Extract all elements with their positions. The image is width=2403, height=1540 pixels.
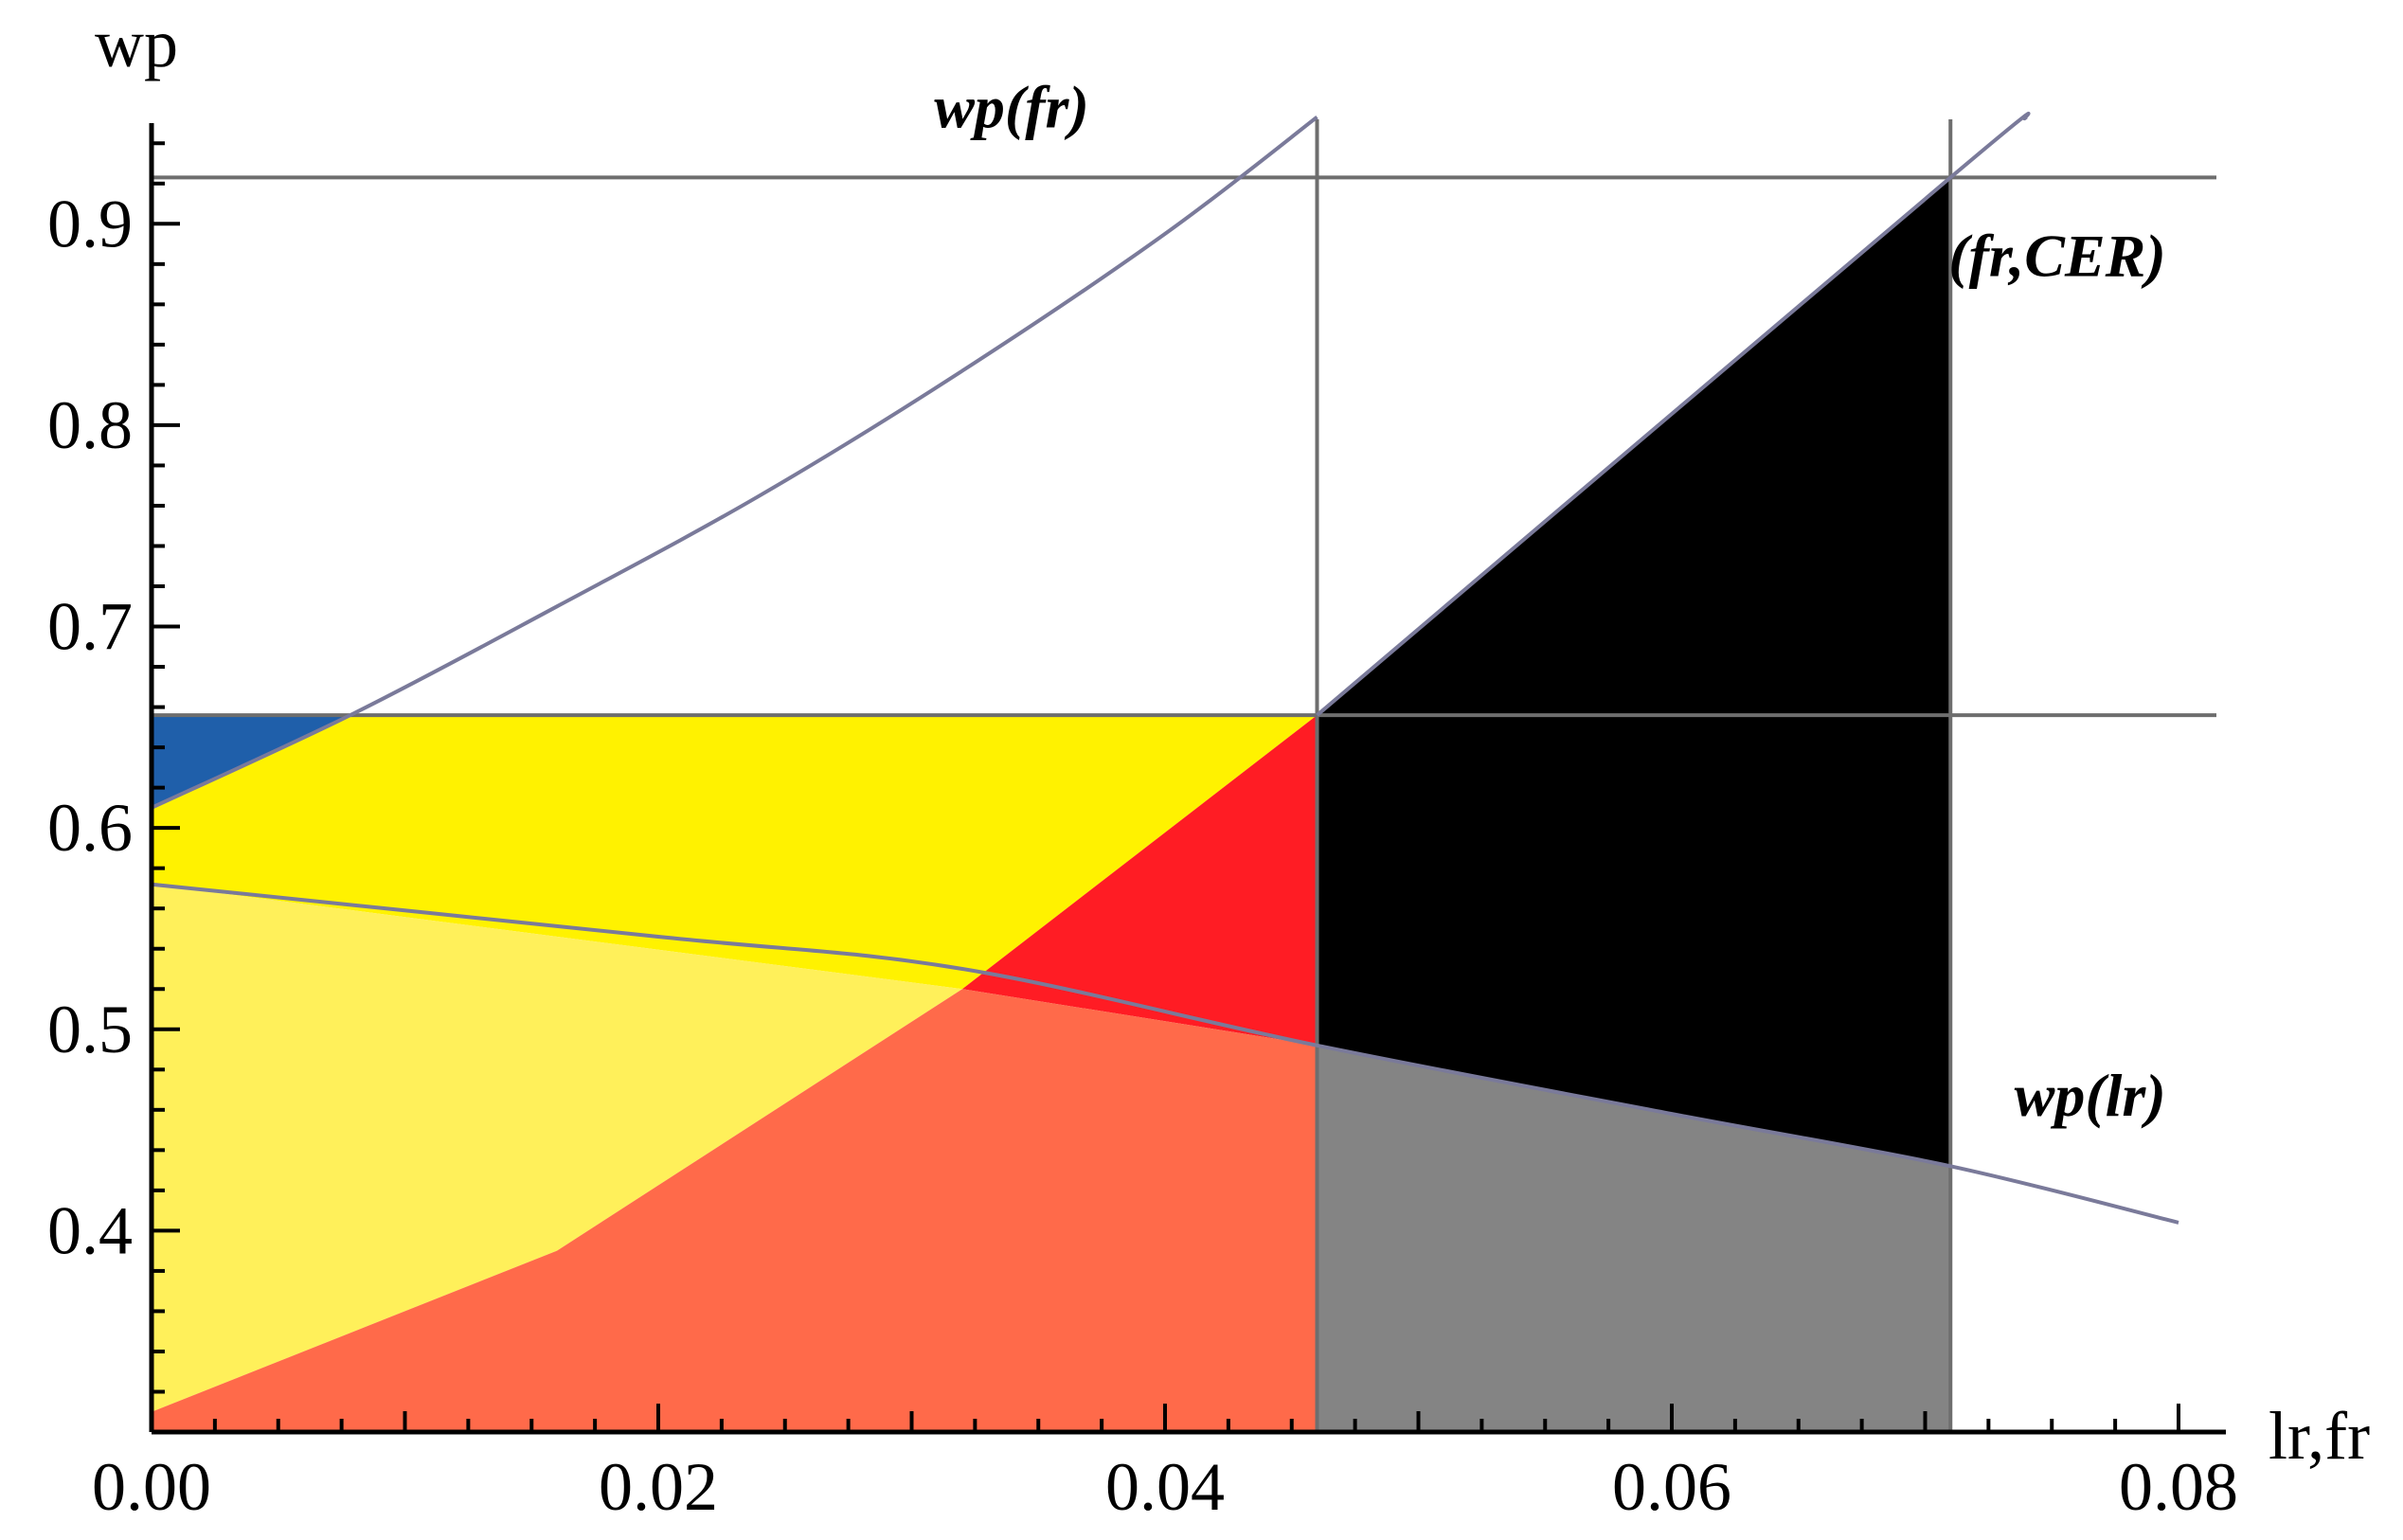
- chart-labels: wp(fr) wp(fr,CER) wp(lr): [934, 73, 2165, 1129]
- curve-label: wp(lr): [2015, 1062, 2166, 1129]
- chart-curves: [151, 111, 2179, 1225]
- y-tick-label: 0.8: [47, 387, 133, 463]
- reference-lines: [152, 119, 2216, 1432]
- y-tick-label: 0.9: [47, 186, 133, 261]
- y-tick-label: 0.4: [47, 1192, 133, 1268]
- series-line-1: [151, 882, 2179, 1225]
- region-1: [152, 715, 1318, 990]
- y-tick-label: 0.6: [47, 790, 133, 866]
- y-axis-label: wp: [95, 6, 178, 81]
- region-5: [1317, 177, 1951, 1167]
- x-tick-label: 0.00: [92, 1449, 211, 1525]
- x-axis-label: lr,fr: [2269, 1398, 2370, 1474]
- x-tick-label: 0.04: [1105, 1449, 1225, 1525]
- x-tick-label: 0.06: [1612, 1449, 1731, 1525]
- series-line-0: [151, 116, 1318, 810]
- chart-ticks: 0.00 0.02 0.04 0.06 0.08 0.4 0.5 0.6 0.7 0.8 0.9: [47, 141, 2238, 1525]
- curve-label: wp(fr): [934, 73, 1089, 140]
- y-tick-label: 0.7: [47, 589, 133, 665]
- chart-regions: [152, 177, 1951, 1432]
- curve-label: wp(fr,CER): [1878, 223, 2166, 290]
- region-2: [962, 715, 1318, 1046]
- region-4: [152, 989, 1318, 1432]
- region-3: [152, 884, 962, 1412]
- x-tick-label: 0.02: [599, 1449, 718, 1525]
- series-line-2: [1316, 111, 2031, 717]
- region-6: [1317, 1045, 1951, 1432]
- y-tick-label: 0.5: [47, 992, 133, 1067]
- x-tick-label: 0.08: [2119, 1449, 2238, 1525]
- chart-axes: [149, 123, 2226, 1435]
